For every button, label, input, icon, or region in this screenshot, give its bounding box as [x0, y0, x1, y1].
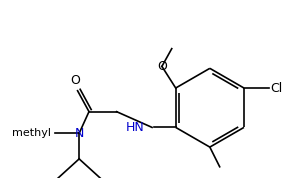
- Text: HN: HN: [125, 121, 144, 134]
- Text: O: O: [70, 74, 80, 87]
- Text: methyl: methyl: [11, 128, 51, 138]
- Text: O: O: [157, 60, 167, 73]
- Text: N: N: [74, 127, 84, 140]
- Text: Cl: Cl: [270, 81, 283, 95]
